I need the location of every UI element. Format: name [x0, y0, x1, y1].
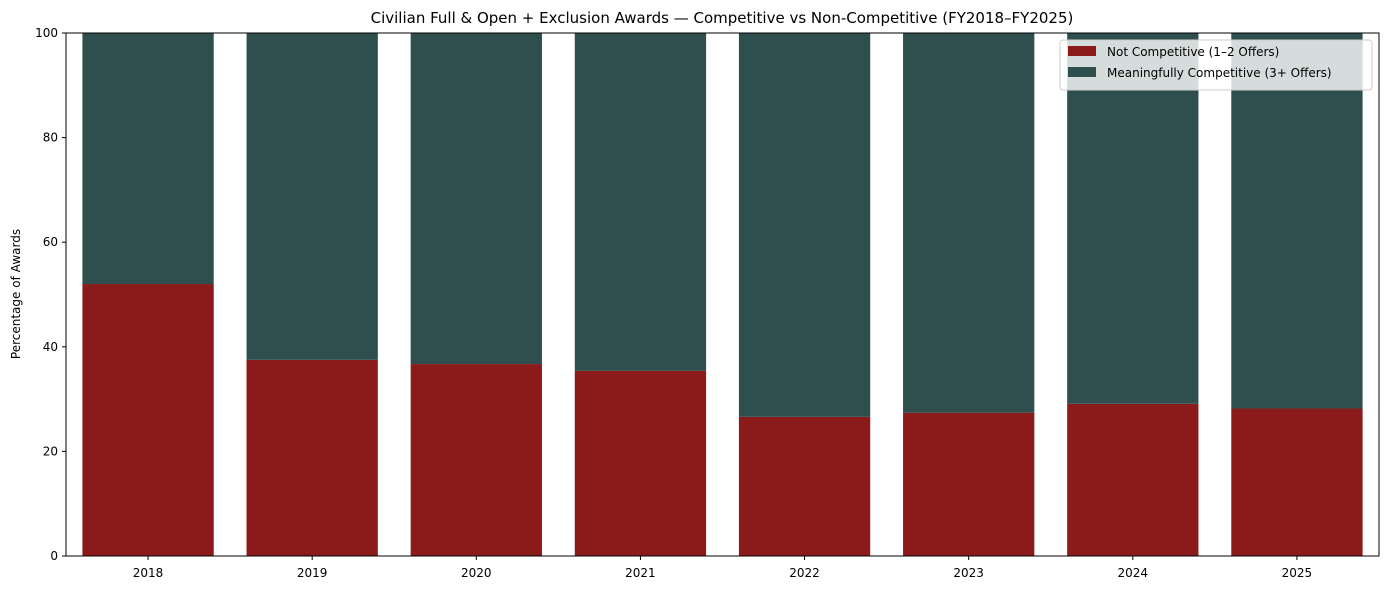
x-tick-label-2020: 2020 [461, 566, 492, 580]
x-tick-label-2019: 2019 [297, 566, 328, 580]
bar-competitive-2018 [82, 33, 214, 285]
bars-layer [82, 33, 1363, 556]
chart-title: Civilian Full & Open + Exclusion Awards … [371, 9, 1074, 27]
legend-box [1059, 39, 1373, 91]
legend-label: Not Competitive (1–2 Offers) [1107, 45, 1279, 59]
y-axis-label: Percentage of Awards [9, 229, 23, 359]
x-tick-label-2021: 2021 [625, 566, 656, 580]
bar-competitive-2025 [1231, 33, 1363, 409]
plot-frame [65, 32, 1380, 557]
y-tick-label: 40 [43, 340, 58, 354]
bar-not-competitive-2022 [738, 416, 871, 556]
y-tick-label: 20 [43, 444, 58, 458]
legend-swatch [1068, 46, 1096, 56]
y-tick-label: 60 [43, 235, 58, 249]
x-tick-label-2018: 2018 [133, 566, 164, 580]
y-tick-label: 80 [43, 131, 58, 145]
x-tick-label-2022: 2022 [789, 566, 820, 580]
bar-competitive-2022 [738, 33, 871, 417]
bar-not-competitive-2024 [1067, 403, 1199, 556]
bar-not-competitive-2023 [903, 412, 1035, 556]
bar-not-competitive-2021 [574, 370, 707, 556]
x-tick-label-2025: 2025 [1282, 566, 1313, 580]
y-tick-label: 0 [50, 549, 58, 563]
bar-not-competitive-2025 [1231, 408, 1363, 556]
bar-competitive-2024 [1067, 33, 1199, 404]
bar-not-competitive-2019 [246, 359, 378, 556]
legend-swatch [1068, 67, 1096, 77]
bar-competitive-2020 [410, 33, 542, 365]
bar-competitive-2021 [574, 33, 707, 371]
bar-not-competitive-2020 [410, 364, 542, 556]
axes-layer: 0 20 40 60 80 100 2018 2019 2020 2021 2022 2023 2024… [35, 26, 1380, 580]
bar-not-competitive-2018 [82, 284, 214, 556]
y-tick-label: 100 [35, 26, 58, 40]
bar-competitive-2019 [246, 33, 378, 360]
x-tick-label-2023: 2023 [953, 566, 984, 580]
legend-label: Meaningfully Competitive (3+ Offers) [1107, 66, 1332, 80]
x-tick-label-2024: 2024 [1118, 566, 1149, 580]
bar-competitive-2023 [903, 33, 1035, 413]
legend: Not Competitive (1–2 Offers) Meaningfully… [1059, 39, 1373, 91]
